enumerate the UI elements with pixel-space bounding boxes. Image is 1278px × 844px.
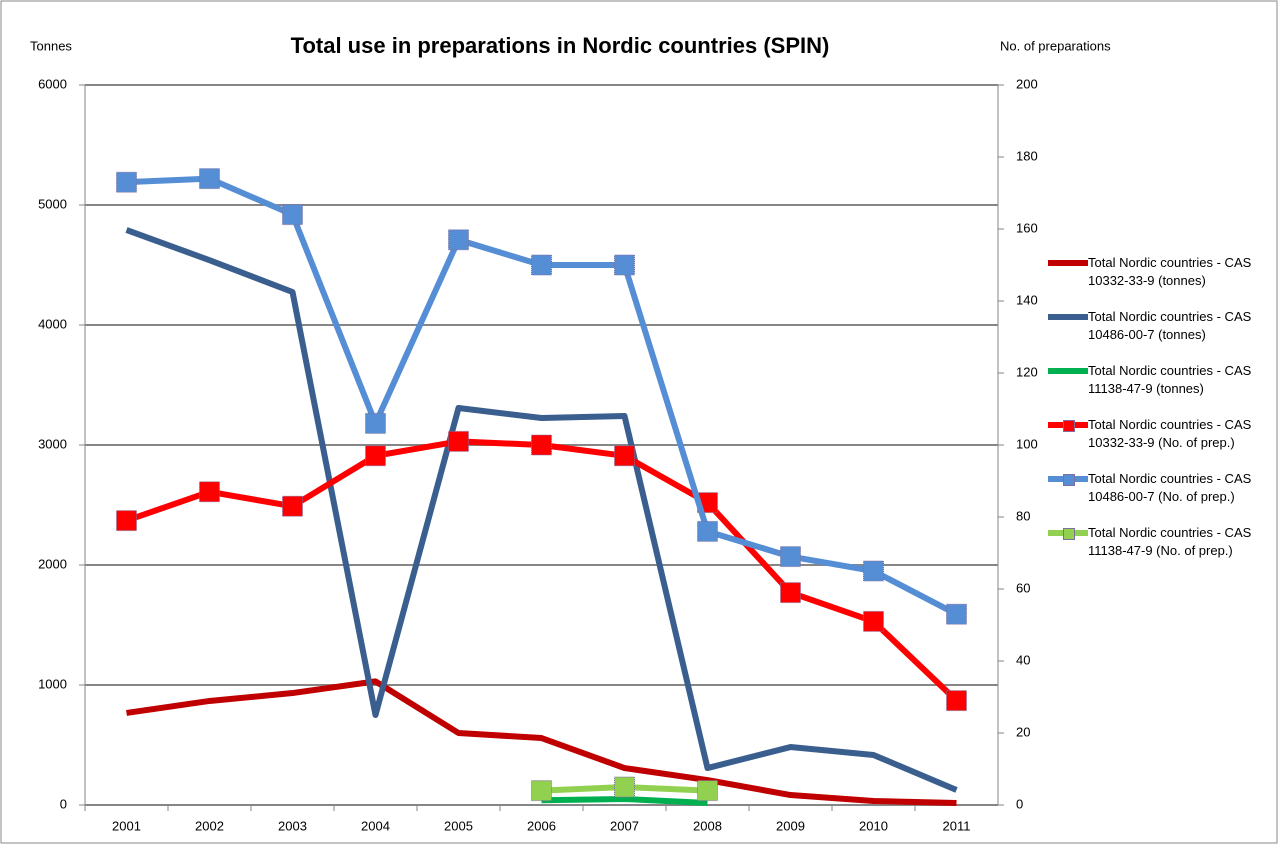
legend-swatch bbox=[1048, 254, 1088, 272]
series-line bbox=[541, 796, 708, 806]
y-axis-label: Tonnes bbox=[30, 38, 72, 53]
legend-entry: Total Nordic countries - CAS 10332-33-9 … bbox=[1048, 416, 1274, 452]
marker bbox=[780, 546, 801, 568]
legend-label: Total Nordic countries - CAS 10332-33-9 … bbox=[1088, 417, 1252, 450]
marker bbox=[614, 254, 635, 276]
x-tick-label: 2008 bbox=[693, 818, 722, 833]
legend-entry: Total Nordic countries - CAS 10332-33-9 … bbox=[1048, 254, 1274, 290]
marker bbox=[448, 229, 469, 251]
legend-entry: Total Nordic countries - CAS 10486-00-7 … bbox=[1048, 470, 1274, 506]
legend-swatch bbox=[1048, 470, 1088, 488]
legend-entry: Total Nordic countries - CAS 10486-00-7 … bbox=[1048, 308, 1274, 344]
y2-tick-label: 160 bbox=[1016, 220, 1038, 235]
y-tick-label: 5000 bbox=[38, 196, 67, 211]
legend-entry: Total Nordic countries - CAS 11138-47-9 … bbox=[1048, 524, 1274, 560]
series-line bbox=[125, 438, 959, 703]
legend-entry: Total Nordic countries - CAS 11138-47-9 … bbox=[1048, 362, 1274, 398]
y-tick-label: 1000 bbox=[38, 676, 67, 691]
marker bbox=[448, 430, 469, 452]
y-tick-label: 6000 bbox=[38, 76, 67, 91]
marker bbox=[282, 204, 303, 226]
legend-label: Total Nordic countries - CAS 10486-00-7 … bbox=[1088, 309, 1252, 342]
y2-tick-label: 80 bbox=[1016, 508, 1030, 523]
x-tick-label: 2005 bbox=[444, 818, 473, 833]
x-tick-label: 2007 bbox=[610, 818, 639, 833]
y-tick-label: 0 bbox=[60, 796, 67, 811]
y-tick-label: 3000 bbox=[38, 436, 67, 451]
x-tick-label: 2001 bbox=[112, 818, 141, 833]
x-tick-label: 2006 bbox=[527, 818, 556, 833]
marker bbox=[697, 520, 718, 542]
marker bbox=[780, 582, 801, 604]
marker bbox=[697, 780, 718, 802]
legend-swatch bbox=[1048, 362, 1088, 380]
y2-tick-label: 60 bbox=[1016, 580, 1030, 595]
marker bbox=[531, 254, 552, 276]
chart-title: Total use in preparations in Nordic coun… bbox=[291, 33, 830, 58]
y2-axis-label: No. of preparations bbox=[1000, 38, 1111, 53]
y2-tick-label: 100 bbox=[1016, 436, 1038, 451]
x-tick-label: 2010 bbox=[859, 818, 888, 833]
y2-tick-label: 20 bbox=[1016, 724, 1030, 739]
marker bbox=[116, 171, 137, 193]
y-tick-label: 2000 bbox=[38, 556, 67, 571]
y2-tick-label: 140 bbox=[1016, 292, 1038, 307]
x-tick-label: 2003 bbox=[278, 818, 307, 833]
x-tick-label: 2002 bbox=[195, 818, 224, 833]
legend-label: Total Nordic countries - CAS 10332-33-9 … bbox=[1088, 255, 1252, 288]
marker bbox=[365, 445, 386, 467]
legend-swatch bbox=[1048, 308, 1088, 326]
y2-tick-label: 180 bbox=[1016, 148, 1038, 163]
series-line bbox=[125, 227, 958, 793]
x-tick-label: 2004 bbox=[361, 818, 390, 833]
x-tick-label: 2011 bbox=[943, 818, 971, 833]
marker bbox=[531, 780, 552, 802]
marker bbox=[365, 412, 386, 434]
legend-swatch bbox=[1048, 416, 1088, 434]
series-line bbox=[126, 175, 958, 617]
legend: Total Nordic countries - CAS 10332-33-9 … bbox=[1048, 254, 1274, 578]
legend-label: Total Nordic countries - CAS 11138-47-9 … bbox=[1088, 525, 1252, 558]
marker bbox=[946, 603, 967, 625]
marker bbox=[614, 776, 635, 798]
marker bbox=[614, 445, 635, 467]
marker bbox=[282, 495, 303, 517]
legend-swatch bbox=[1048, 524, 1088, 542]
marker bbox=[863, 560, 884, 582]
marker bbox=[531, 434, 552, 456]
y-tick-label: 4000 bbox=[38, 316, 67, 331]
y2-tick-label: 120 bbox=[1016, 364, 1038, 379]
series-line bbox=[126, 678, 957, 806]
y2-tick-label: 0 bbox=[1016, 796, 1023, 811]
legend-label: Total Nordic countries - CAS 10486-00-7 … bbox=[1088, 471, 1252, 504]
marker bbox=[116, 510, 137, 532]
marker bbox=[946, 690, 967, 712]
legend-label: Total Nordic countries - CAS 11138-47-9 … bbox=[1088, 363, 1252, 396]
x-tick-label: 2009 bbox=[776, 818, 805, 833]
y2-tick-label: 40 bbox=[1016, 652, 1030, 667]
marker bbox=[199, 168, 220, 190]
marker bbox=[199, 481, 220, 503]
y2-tick-label: 200 bbox=[1016, 76, 1038, 91]
marker bbox=[863, 610, 884, 632]
